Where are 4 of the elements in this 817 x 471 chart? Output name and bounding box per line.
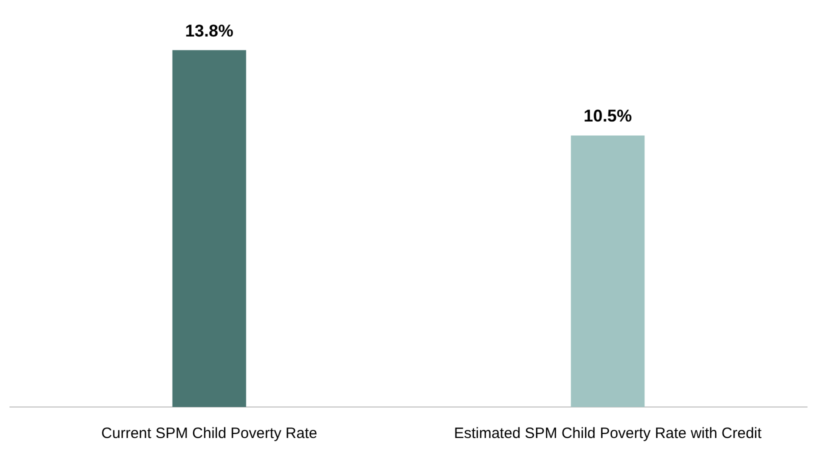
x-tick-label: Estimated SPM Child Poverty Rate with Credit: [454, 425, 762, 442]
data-label: 13.8%: [185, 21, 234, 40]
x-tick-label: Current SPM Child Poverty Rate: [101, 425, 318, 442]
data-label: 10.5%: [584, 106, 632, 126]
